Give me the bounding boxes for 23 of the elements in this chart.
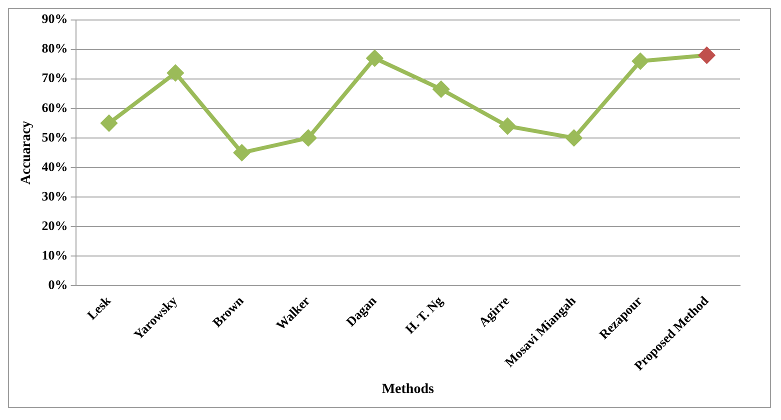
point — [167, 64, 184, 81]
y-tick-label: 0% — [48, 276, 68, 292]
y-tick-label: 90% — [42, 11, 68, 26]
point — [300, 130, 316, 146]
y-tick-label: 80% — [42, 40, 68, 56]
y-tick-label: 60% — [42, 100, 68, 115]
point — [566, 130, 582, 146]
x-axis-title: Methods — [382, 382, 434, 398]
y-tick-label: 30% — [42, 188, 68, 204]
point — [632, 53, 648, 70]
y-tick-label: 70% — [42, 70, 68, 86]
point — [433, 81, 450, 98]
point — [101, 115, 118, 132]
point — [698, 47, 715, 64]
y-tick-label: 10% — [42, 247, 68, 262]
y-axis-title: Accuaracy — [19, 120, 34, 185]
y-tick-label: 20% — [42, 218, 68, 233]
y-tick-label: 50% — [42, 129, 68, 144]
x-tick-label: H. T. Ng — [402, 292, 446, 337]
point — [366, 50, 383, 66]
point — [234, 144, 250, 161]
y-tick-label: 40% — [42, 158, 68, 174]
point — [500, 118, 516, 134]
